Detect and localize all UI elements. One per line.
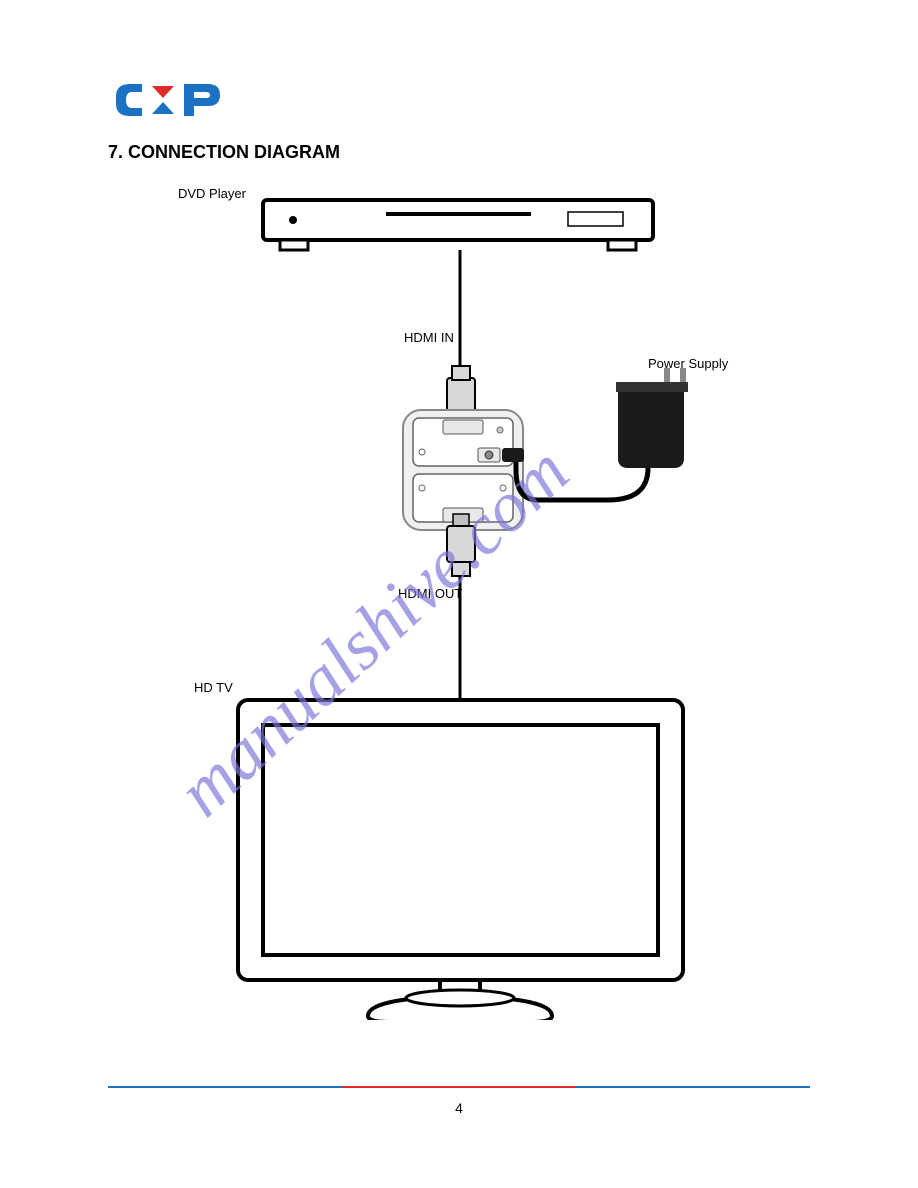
dvd-player-icon — [263, 200, 653, 250]
brand-logo — [108, 78, 228, 127]
label-hdmi-out: HDMI OUT — [398, 586, 462, 601]
label-power: Power Supply — [648, 356, 728, 371]
footer-line-left — [108, 1086, 342, 1088]
power-adapter-icon — [502, 368, 688, 500]
connection-diagram: DVD Player HDMI IN Power Supply HDMI OUT… — [108, 190, 810, 1020]
converter-box-icon — [403, 410, 523, 530]
footer-line-mid — [342, 1086, 576, 1088]
tv-icon — [238, 700, 683, 1020]
page-number: 4 — [455, 1100, 463, 1116]
diagram-svg — [108, 190, 810, 1020]
label-hdmi-in: HDMI IN — [404, 330, 454, 345]
footer-line-right — [576, 1086, 810, 1088]
label-source: DVD Player — [178, 186, 246, 201]
label-display: HD TV — [194, 680, 233, 695]
section-title: 7. CONNECTION DIAGRAM — [108, 142, 340, 163]
